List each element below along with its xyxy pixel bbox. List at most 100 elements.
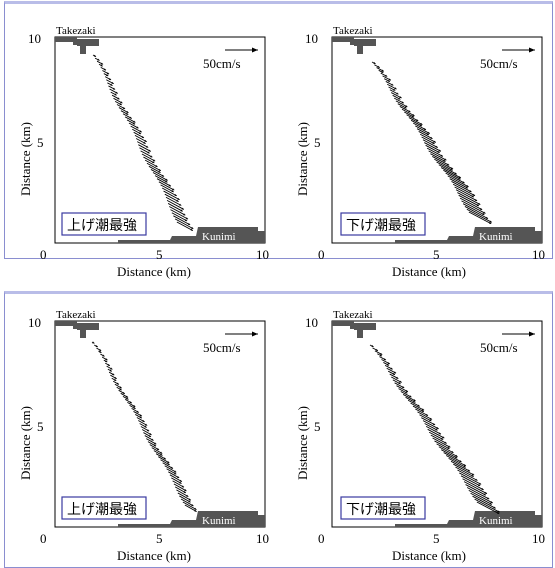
vector-head	[125, 395, 129, 398]
vector-shaft	[461, 200, 486, 214]
vector-head	[156, 447, 160, 450]
vector-head	[391, 83, 394, 86]
vector-head	[111, 81, 114, 84]
east-coast-label: Kunimi	[202, 515, 236, 527]
vector-head	[168, 184, 171, 187]
vector-head	[475, 478, 478, 481]
vector-shaft	[139, 147, 150, 154]
vector-shaft	[173, 215, 191, 226]
vector-head	[176, 199, 179, 202]
vector-shaft	[421, 136, 435, 145]
vector-head	[126, 110, 129, 113]
land-takezaki	[55, 321, 77, 329]
vector-head	[423, 127, 426, 130]
vector-head	[116, 382, 119, 385]
vector-shaft	[160, 184, 174, 193]
west-coast-label: Takezaki	[56, 309, 96, 321]
x-tick-0: 0	[40, 247, 47, 262]
y-tick-5: 5	[37, 419, 44, 434]
vector-head	[462, 181, 465, 184]
vector-shaft	[156, 178, 172, 187]
vector-head	[170, 466, 174, 469]
panel-p2: Takezaki Kunimi 50cm/s 下げ潮最強 10 5 0 5 10…	[295, 25, 545, 279]
vector-shaft	[466, 487, 490, 500]
vector-head	[420, 122, 423, 125]
vector-head	[120, 101, 123, 104]
vector-shaft	[449, 178, 469, 189]
vector-shaft	[163, 190, 180, 201]
x-tick-0: 0	[318, 247, 325, 262]
vector-head	[141, 136, 144, 138]
vector-head	[399, 96, 402, 99]
vector-head	[165, 178, 168, 181]
vector-head	[467, 469, 471, 472]
land-kunimi	[395, 227, 542, 243]
vector-head	[191, 504, 194, 506]
vector-shaft	[407, 399, 420, 407]
vector-head	[106, 74, 109, 76]
vector-head	[103, 68, 106, 71]
vector-shaft	[447, 175, 469, 188]
vector-shaft	[455, 466, 474, 478]
vector-head	[450, 167, 454, 170]
vector-shaft	[430, 434, 447, 444]
vector-shaft	[410, 402, 425, 411]
vector-head	[438, 149, 441, 152]
vector-head	[471, 195, 474, 198]
vector-shaft	[420, 133, 437, 143]
vector-head	[122, 107, 126, 109]
vector-head	[180, 209, 183, 212]
vector-shaft	[165, 196, 182, 206]
vector-head	[167, 461, 170, 463]
vector-head	[390, 367, 393, 370]
vector-head	[440, 154, 443, 157]
vector-head	[440, 437, 444, 440]
vector-head	[112, 373, 115, 376]
vector-head	[185, 217, 189, 220]
vector-shaft	[413, 122, 427, 131]
vector-head	[167, 463, 170, 465]
vector-shaft	[422, 139, 438, 148]
vector-head	[463, 464, 466, 466]
vector-shaft	[182, 501, 197, 511]
vector-shaft	[457, 192, 481, 205]
vector-shaft	[136, 141, 149, 148]
west-coast-label: Takezaki	[333, 25, 373, 37]
scale-label: 50cm/s	[203, 340, 241, 355]
vector-head	[194, 507, 197, 510]
vector-head	[484, 491, 487, 494]
west-coast-label: Takezaki	[333, 309, 373, 321]
vector-head	[183, 491, 186, 493]
vector-head	[493, 506, 496, 509]
vector-shaft	[184, 504, 197, 513]
vector-head	[443, 159, 446, 162]
vector-head	[398, 97, 401, 100]
vector-shaft	[434, 158, 454, 170]
vector-shaft	[408, 117, 423, 126]
vector-head	[421, 408, 425, 411]
vector-head	[405, 391, 408, 394]
vector-shaft	[146, 162, 162, 172]
vector-head	[136, 126, 139, 129]
vector-head	[106, 72, 110, 75]
vector-head	[396, 376, 399, 379]
vector-head	[446, 163, 450, 166]
vector-head	[129, 401, 132, 404]
land-takezaki	[332, 37, 354, 45]
scale-label: 50cm/s	[480, 56, 518, 71]
vector-shaft	[438, 164, 457, 175]
vector-head	[147, 151, 150, 154]
vector-head	[497, 510, 500, 513]
vector-shaft	[440, 449, 458, 459]
vector-shaft	[124, 116, 136, 123]
vector-shaft	[443, 169, 461, 180]
vector-shaft	[174, 486, 187, 494]
vector-head	[161, 174, 165, 177]
vector-head	[472, 193, 475, 196]
vector-shaft	[170, 209, 189, 220]
vector-head	[144, 139, 147, 142]
scale-arrowhead	[252, 47, 258, 53]
vector-head	[108, 78, 112, 80]
vector-shaft	[419, 414, 432, 422]
vector-shaft	[457, 469, 478, 481]
